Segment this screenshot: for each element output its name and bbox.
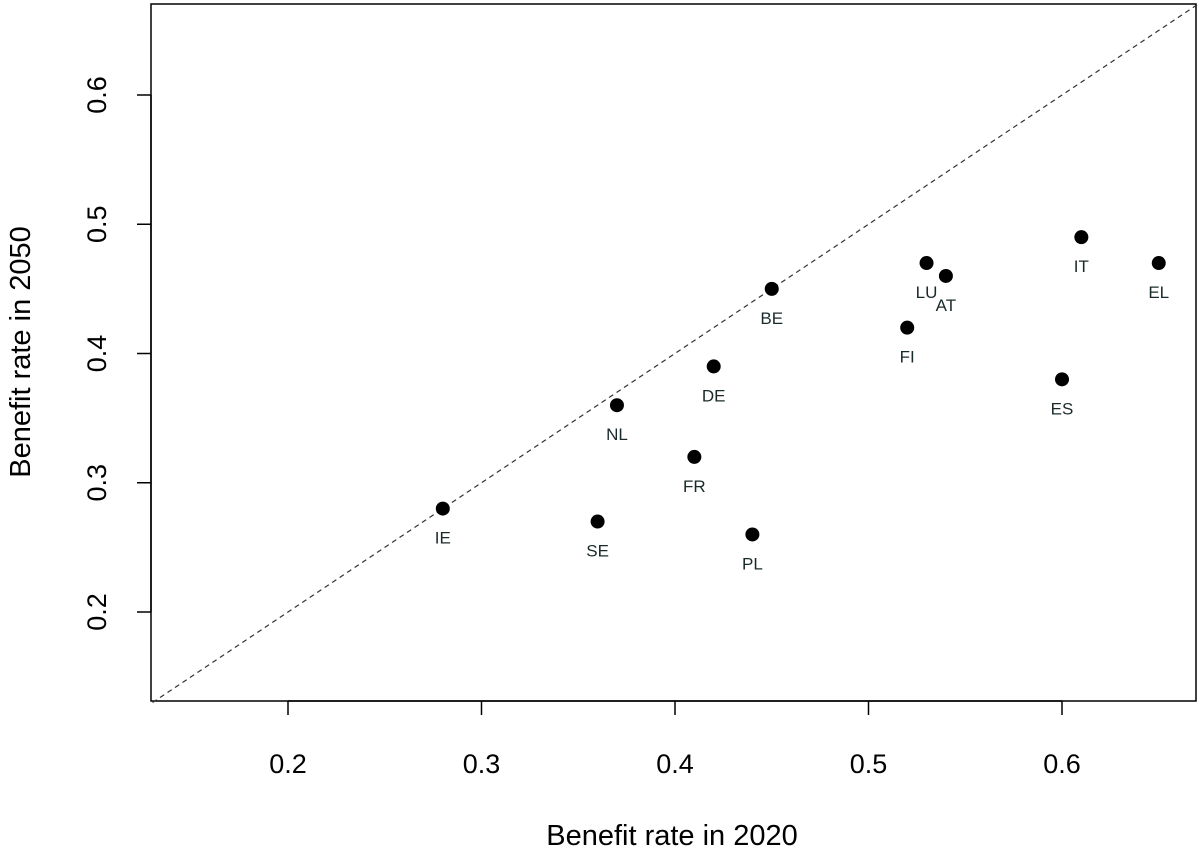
data-point-fr [687,449,702,464]
point-label-fi: FI [900,348,915,367]
y-tick-label: 0.6 [82,76,112,114]
plot-frame [150,3,1197,702]
data-point-ie [435,501,450,516]
point-label-at: AT [936,296,956,315]
data-point-de [706,359,721,374]
y-axis: 0.2 0.3 0.4 0.5 0.6 [82,76,152,631]
x-tick-label: 0.6 [1043,749,1081,779]
point-label-de: DE [702,386,726,405]
data-point-pl [745,527,760,542]
point-label-be: BE [760,309,783,328]
data-point-nl [609,398,624,413]
x-tick-label: 0.4 [656,749,694,779]
data-point-it [1074,230,1089,245]
x-axis-title: Benefit rate in 2020 [546,820,798,852]
y-tick-label: 0.4 [82,335,112,373]
data-point-be [764,281,779,296]
data-point-se [590,514,605,529]
point-label-se: SE [586,542,609,561]
x-axis: 0.2 0.3 0.4 0.5 0.6 [269,700,1081,779]
point-label-it: IT [1074,257,1089,276]
data-point-at [938,268,953,283]
data-point-lu [919,256,934,271]
point-label-el: EL [1148,283,1169,302]
data-point-es [1055,372,1069,387]
x-tick-label: 0.5 [850,749,888,779]
y-tick-label: 0.5 [82,205,112,243]
reference-line-y-equals-x [152,4,1198,703]
y-tick-label: 0.2 [82,593,112,631]
data-point-el [1151,256,1166,271]
point-label-fr: FR [683,477,706,496]
y-axis-title: Benefit rate in 2050 [5,226,37,478]
x-tick-label: 0.3 [463,749,501,779]
point-label-pl: PL [742,554,763,573]
point-label-nl: NL [606,425,628,444]
point-label-es: ES [1051,399,1074,418]
x-tick-label: 0.2 [269,749,307,779]
y-tick-label: 0.3 [82,464,112,502]
point-label-ie: IE [435,529,451,548]
data-points [435,230,1166,542]
data-point-fi [900,320,915,335]
point-label-lu: LU [916,283,938,302]
